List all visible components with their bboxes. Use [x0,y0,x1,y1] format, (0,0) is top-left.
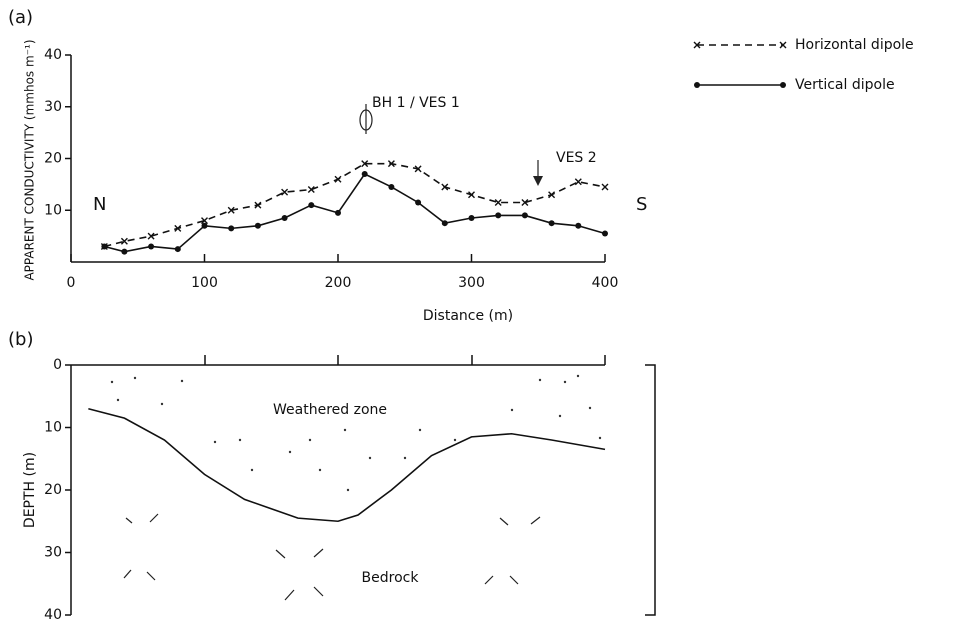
legend-marker [694,82,700,88]
panel-label: (b) [8,329,33,350]
point [307,186,315,194]
point [254,201,262,209]
point [468,191,475,199]
y-tick-label: 0 [53,357,62,373]
ves-arrow [533,160,543,186]
data-line [104,173,606,253]
x-tick-label: 200 [325,275,352,291]
point [148,243,155,250]
point [228,225,235,232]
point [308,202,315,209]
point [602,230,608,237]
point [334,175,342,183]
panel-label: (a) [8,7,33,28]
point [575,222,582,229]
y-tick-label: 20 [44,482,62,498]
point [201,222,208,229]
point [441,220,448,227]
legend-label: Vertical dipole [795,77,895,93]
x-axis-label: Distance (m) [423,308,513,324]
x-tick-label: 100 [191,275,218,291]
point [101,243,108,250]
legend-marker [779,41,787,49]
point [601,183,609,191]
point [281,188,289,196]
point [574,178,582,186]
y-axis-label: APPARENT CONDUCTIVITY (mmhos m⁻¹) [23,39,37,280]
y-axis-label: DEPTH (m) [22,452,38,528]
annotation: BH 1 / VES 1 [372,95,460,111]
point [387,160,395,168]
x-tick-label: 400 [592,275,619,291]
point [414,165,422,173]
point [521,198,529,206]
y-tick-label: 10 [44,202,62,218]
legend-marker [693,41,701,49]
point [174,224,182,232]
y-tick-label: 30 [44,545,62,561]
point [120,237,128,245]
data-line [88,407,606,523]
point [335,209,341,216]
y-tick-label: 10 [44,420,62,436]
annotation: Bedrock [362,570,420,586]
y-tick-label: 30 [44,99,62,115]
point [388,183,395,190]
point [227,206,235,214]
annotation: VES 2 [556,150,597,166]
panel-frame [71,355,656,616]
y-tick-label: 40 [44,47,62,63]
x-tick-label: 300 [458,275,485,291]
bedrock-marks [123,513,541,601]
point [415,199,422,206]
point [361,160,369,168]
point [254,222,261,229]
point [361,171,368,178]
point [174,246,181,253]
annotation: S [636,194,647,215]
weathered-dots [110,374,602,492]
point [495,212,502,219]
point [201,217,208,225]
annotation: N [93,194,106,215]
point [147,232,155,240]
point [494,198,502,206]
annotation: Weathered zone [273,402,387,418]
point [281,215,288,222]
y-tick-label: 20 [44,151,62,167]
data-line [104,162,606,248]
borehole-symbol [359,104,373,134]
point [548,220,555,227]
legend-label: Horizontal dipole [795,37,914,53]
y-tick-label: 40 [44,607,62,623]
point [121,248,128,255]
x-tick-label: 0 [67,275,76,291]
point [521,212,528,219]
legend-marker [780,82,786,88]
point [548,191,556,199]
point [441,183,449,191]
point [468,215,475,222]
